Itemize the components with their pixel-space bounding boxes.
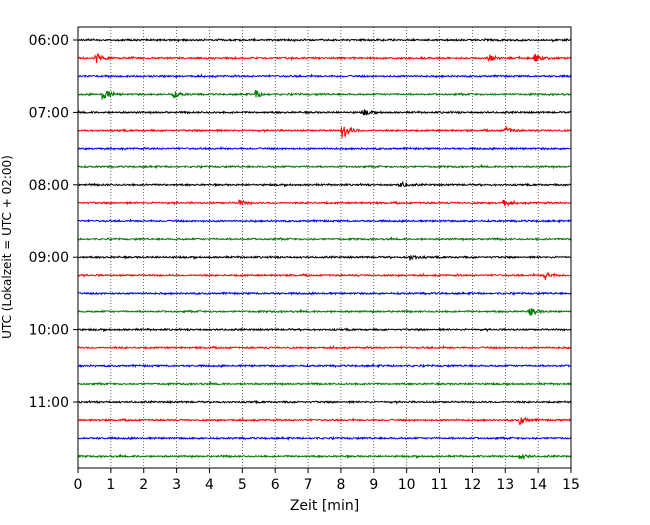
trace-0615 bbox=[77, 53, 572, 64]
x-tick-label: 5 bbox=[238, 477, 247, 493]
x-tick-label: 6 bbox=[271, 477, 280, 493]
trace-0700 bbox=[77, 109, 572, 116]
trace-0600 bbox=[77, 37, 572, 43]
y-tick-label: 06:00 bbox=[29, 33, 69, 49]
x-tick-label: 10 bbox=[398, 477, 416, 493]
trace-0815 bbox=[77, 198, 572, 208]
x-tick-label: 12 bbox=[463, 477, 481, 493]
trace-1100 bbox=[77, 399, 572, 405]
trace-0730 bbox=[77, 145, 572, 152]
trace-0630 bbox=[77, 73, 572, 79]
x-tick-label: 9 bbox=[369, 477, 378, 493]
x-tick-label: 13 bbox=[496, 477, 514, 493]
x-tick-label: 2 bbox=[139, 477, 148, 493]
y-axis-label: UTC (Lokalzeit = UTC + 02:00) bbox=[0, 155, 14, 339]
y-tick-label: 09:00 bbox=[29, 250, 69, 266]
trace-0800 bbox=[77, 180, 572, 188]
x-tick-label: 15 bbox=[562, 477, 580, 493]
x-tick-label: 7 bbox=[304, 477, 313, 493]
trace-0830 bbox=[77, 218, 572, 224]
trace-0715 bbox=[77, 125, 572, 139]
trace-1115 bbox=[77, 416, 572, 426]
y-tick-label: 10:00 bbox=[29, 323, 69, 339]
x-tick-label: 0 bbox=[74, 477, 83, 493]
x-tick-label: 11 bbox=[431, 477, 449, 493]
trace-0930 bbox=[77, 290, 572, 297]
y-tick-label: 07:00 bbox=[29, 105, 69, 121]
trace-1130 bbox=[77, 435, 572, 441]
x-tick-label: 4 bbox=[205, 477, 214, 493]
trace-1045 bbox=[77, 380, 572, 387]
trace-0845 bbox=[77, 236, 572, 242]
trace-1015 bbox=[77, 344, 572, 351]
x-tick-label: 14 bbox=[529, 477, 547, 493]
trace-0645 bbox=[77, 89, 572, 100]
trace-0915 bbox=[77, 272, 572, 280]
trace-1030 bbox=[77, 363, 572, 369]
plot-frame bbox=[77, 26, 572, 469]
x-axis-label: Zeit [min] bbox=[290, 498, 359, 514]
trace-layer bbox=[77, 37, 572, 461]
trace-0745 bbox=[77, 163, 572, 170]
y-tick-label: 08:00 bbox=[29, 178, 69, 194]
trace-0900 bbox=[77, 254, 572, 261]
x-tick-label: 3 bbox=[172, 477, 181, 493]
trace-1145 bbox=[77, 453, 572, 461]
y-tick-label: 11:00 bbox=[29, 395, 69, 411]
trace-1000 bbox=[77, 327, 572, 333]
x-tick-label: 8 bbox=[336, 477, 345, 493]
tick-layer: 0 1 2 3 4 5 6 7 8 9 10 11 12 13 14 1506:0007:0008:0009:… bbox=[29, 33, 580, 493]
trace-0945 bbox=[77, 308, 572, 317]
x-tick-label: 1 bbox=[106, 477, 115, 493]
